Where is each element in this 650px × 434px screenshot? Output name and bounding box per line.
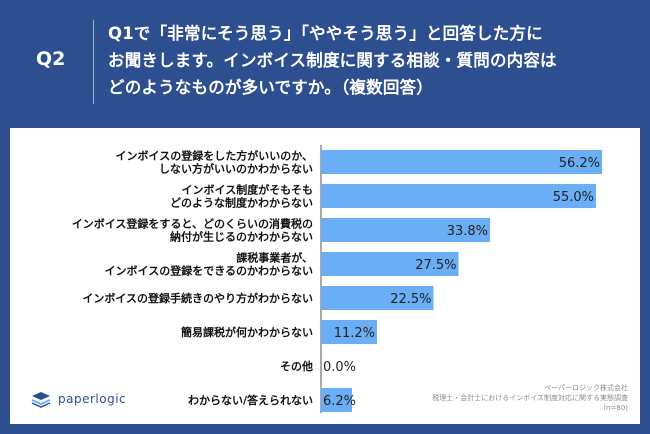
sample-size: (n=80) bbox=[603, 404, 628, 412]
value-label-7: 6.2% bbox=[323, 394, 356, 409]
source-company: ペーパーロジック株式会社 bbox=[544, 384, 628, 392]
header-divider bbox=[93, 20, 94, 104]
bar-3 bbox=[321, 252, 459, 276]
bar-4 bbox=[321, 286, 434, 310]
category-label-5: 簡易課税が何かわからない bbox=[181, 325, 313, 339]
paperlogic-logo-icon bbox=[31, 392, 51, 408]
question-text: Q1で「非常にそう思う」「ややそう思う」と回答した方に お聞きします。インボイス… bbox=[108, 24, 557, 97]
category-label-4: インボイスの登録手続きのやり方がわからない bbox=[82, 291, 313, 305]
header: Q2 Q1で「非常にそう思う」「ややそう思う」と回答した方に お聞きします。イン… bbox=[0, 0, 650, 120]
company-logo: paperlogic bbox=[30, 390, 126, 408]
category-label-2: インボイス登録をすると、どのくらいの消費税の納付が生じるのかわからない bbox=[72, 217, 313, 244]
bar-1 bbox=[321, 184, 596, 208]
logo-text: paperlogic bbox=[58, 392, 127, 406]
bar-2 bbox=[321, 218, 490, 242]
category-label-3: 課税事業者が、インボイスの登録をできるのかわからない bbox=[105, 251, 313, 278]
value-label-4: 22.5% bbox=[390, 292, 431, 307]
category-label-1: インボイス制度がそもそもどのような制度かわからない bbox=[170, 183, 313, 210]
value-label-6: 0.0% bbox=[323, 360, 356, 375]
bar-5 bbox=[321, 320, 377, 344]
value-label-1: 55.0% bbox=[553, 190, 594, 205]
bar-7 bbox=[321, 388, 352, 412]
value-label-5: 11.2% bbox=[334, 326, 375, 341]
category-label-6: その他 bbox=[280, 359, 313, 373]
category-label-0: インボイスの登録をした方がいいのか、しない方がいいのかわからない bbox=[116, 149, 313, 176]
source-survey: 税理士・会計士におけるインボイス制度対応に関する実態調査 bbox=[432, 394, 628, 402]
category-label-7: わからない/答えられない bbox=[188, 393, 313, 407]
value-label-2: 33.8% bbox=[447, 224, 488, 239]
value-label-3: 27.5% bbox=[415, 258, 456, 273]
source-note: ペーパーロジック株式会社 税理士・会計士におけるインボイス制度対応に関する実態調… bbox=[432, 383, 628, 413]
value-label-0: 56.2% bbox=[559, 156, 600, 171]
bar-0 bbox=[321, 150, 602, 174]
question-number: Q2 bbox=[36, 48, 66, 70]
